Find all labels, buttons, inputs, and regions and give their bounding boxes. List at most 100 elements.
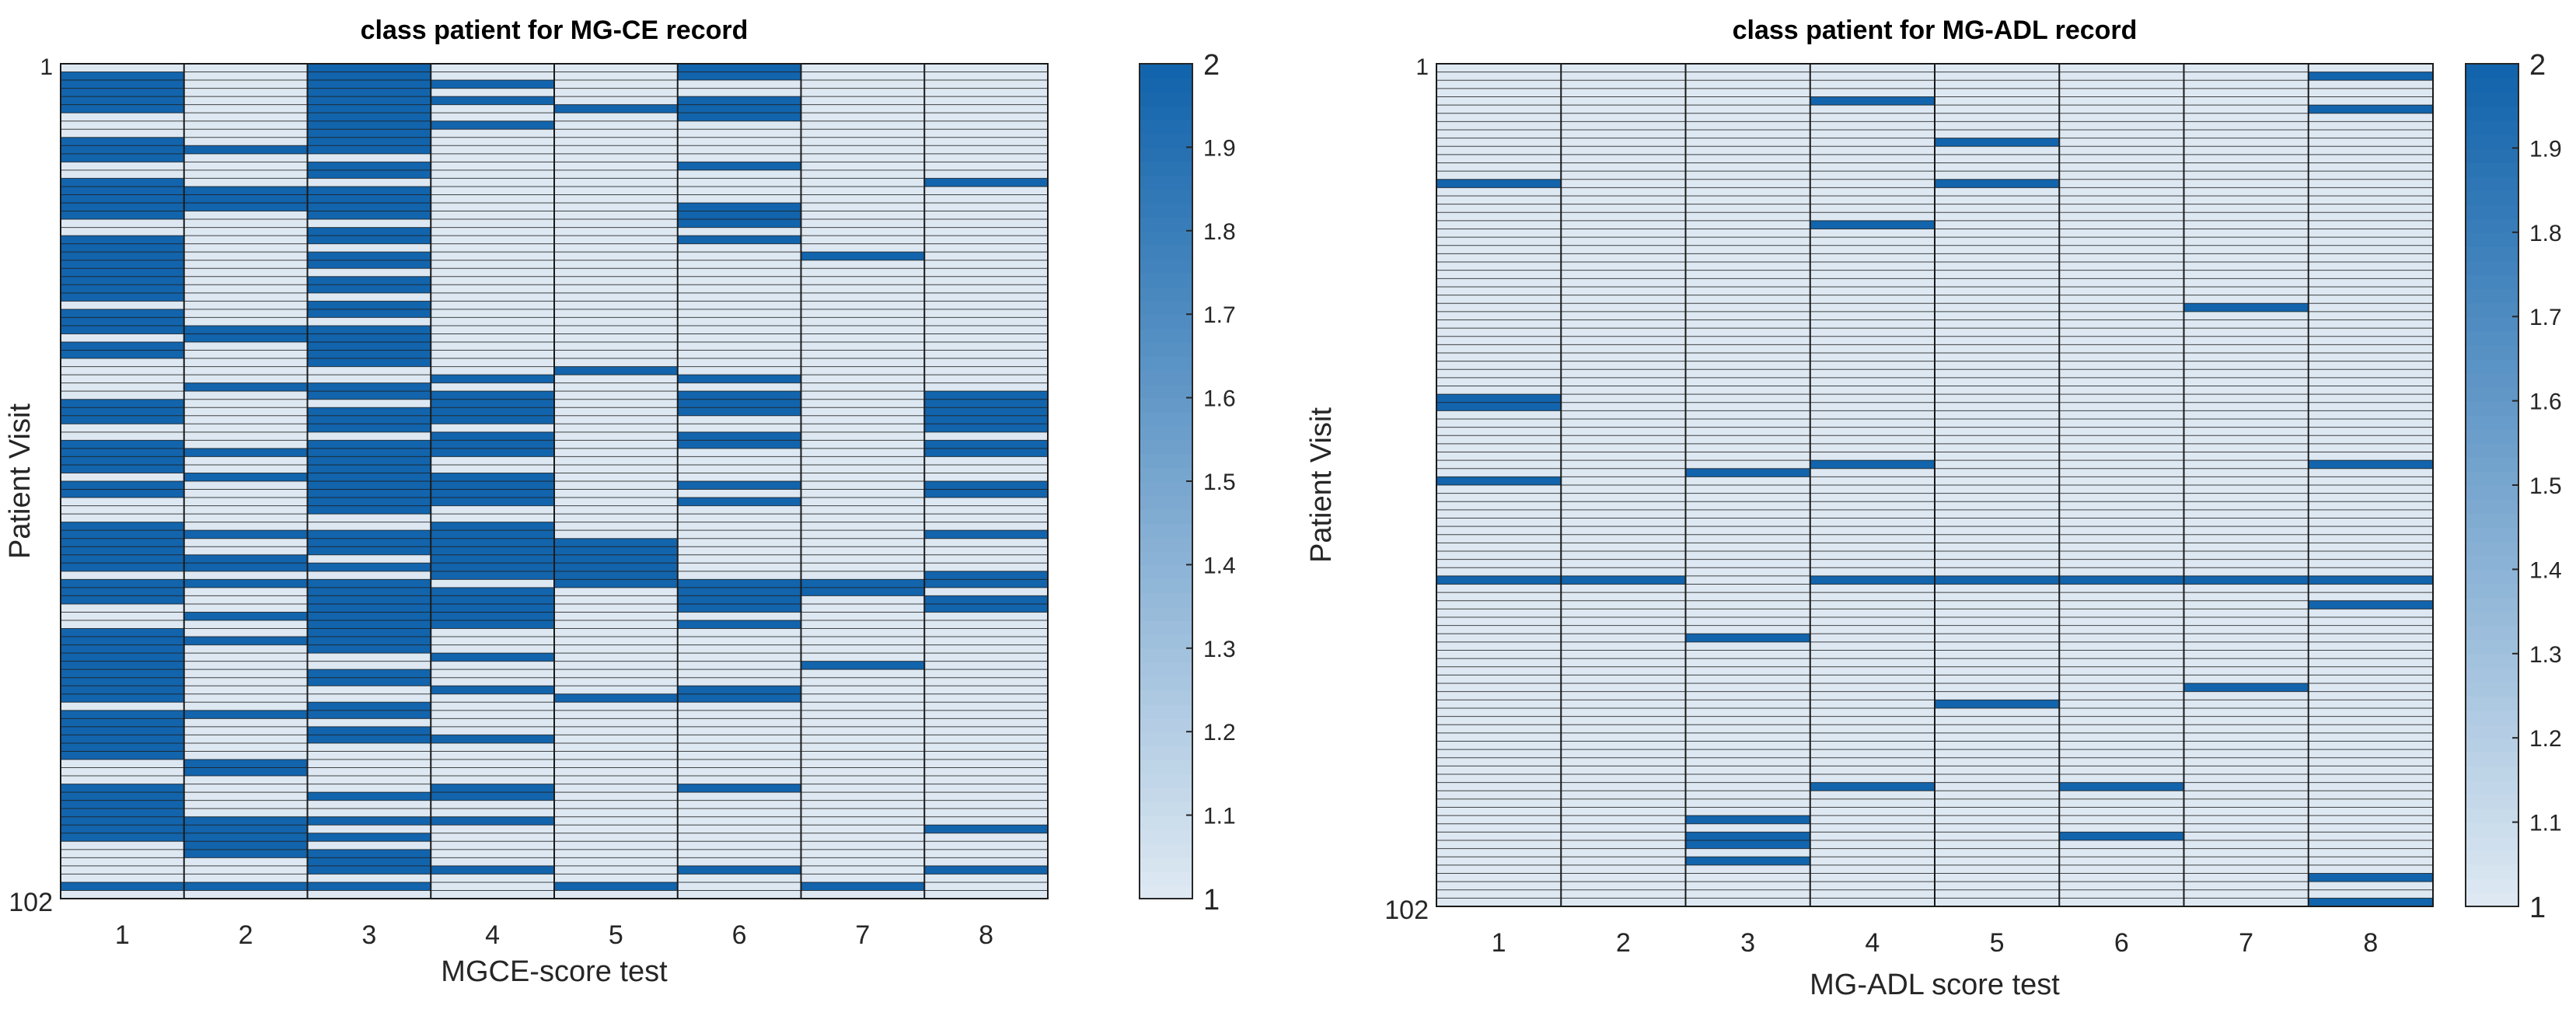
- heatmap-cell-col3-row33: [307, 325, 431, 334]
- colorbar-tick-label: 1.9: [2529, 136, 2562, 162]
- y-axis-label: Patient Visit: [4, 403, 37, 559]
- heatmap-cell-col2-row58: [183, 530, 308, 539]
- mgce-heatmap-panel: 1 2 3 4 5 6 7 8 1 102 class patient for MG-CE reco…: [4, 16, 1236, 988]
- colorbar-segment: [2466, 78, 2518, 93]
- x-tick-label: 3: [361, 920, 376, 950]
- colorbar-segment: [2466, 541, 2518, 557]
- x-tick-label: 4: [485, 920, 500, 950]
- heatmap-cell-col3-row2: [307, 72, 431, 81]
- colorbar-segment: [1140, 300, 1192, 316]
- heatmap-cell-col3-row14: [307, 169, 431, 179]
- colorbar-segment: [2466, 316, 2518, 332]
- heatmap-cell-col1-row60: [61, 546, 184, 555]
- colorbar-segment: [2466, 162, 2518, 177]
- heatmap-cell-col4-row67: [431, 603, 554, 613]
- heatmap-cell-col3-row27: [307, 276, 431, 285]
- heatmap-cell-col4-row93: [431, 816, 554, 826]
- heatmap-cell-col1-row82: [61, 726, 184, 735]
- heatmap-cell-col2-row86: [183, 759, 308, 768]
- heatmap-cell-col1-row101: [61, 882, 184, 891]
- heatmap-cell-col2-row51: [183, 473, 308, 481]
- heatmap-cell-col2-row68: [183, 612, 308, 620]
- heatmap-cell-col3-row71: [307, 637, 431, 645]
- heatmap-cell-col1-row32: [61, 317, 184, 326]
- heatmap-cell-col1-row2: [61, 72, 184, 81]
- heatmap-cell-col4-row51: [431, 473, 554, 481]
- heatmap-cell-col1-row83: [61, 735, 184, 743]
- colorbar-segment: [2466, 386, 2518, 402]
- heatmap-cell-col6-row99: [677, 865, 801, 875]
- colorbar-segment: [1140, 133, 1192, 148]
- colorbar-segment: [1140, 536, 1192, 552]
- colorbar-segment: [2466, 470, 2518, 486]
- heatmap-cell-col1-row4: [61, 88, 184, 97]
- colorbar-segment: [2466, 485, 2518, 501]
- heatmap-cell-col5-row78: [1935, 700, 2060, 708]
- heatmap-cell-col2-row16: [183, 186, 308, 195]
- heatmap-cell-col8-row49: [2308, 460, 2433, 469]
- heatmap-cell-col7-row76: [2183, 683, 2309, 692]
- heatmap-cell-col3-row98: [307, 857, 431, 866]
- heatmap-cell-col4-row60: [431, 546, 554, 555]
- colorbar-segment: [1140, 119, 1192, 134]
- x-tick-label: 8: [979, 920, 993, 950]
- heatmap-cell-col1-row42: [1436, 402, 1562, 411]
- heatmap-cell-col6-row7: [677, 113, 801, 121]
- heatmap-cell-col4-row90: [431, 792, 554, 801]
- colorbar-segment: [1140, 731, 1192, 747]
- colorbar-segment: [1140, 453, 1192, 469]
- heatmap-cell-col1-row63: [1436, 575, 1562, 585]
- colorbar-tick-label: 1.2: [1203, 720, 1236, 745]
- x-axis-label: MG-ADL score test: [1810, 969, 2060, 1001]
- colorbar-segment: [1140, 481, 1192, 496]
- heatmap-cell-col2-row62: [183, 563, 308, 571]
- colorbar-segment: [1140, 843, 1192, 858]
- heatmap-cell-col3-row40: [307, 382, 431, 392]
- heatmap-cell-col2-row64: [183, 579, 308, 588]
- x-tick-label: 5: [1990, 928, 2005, 958]
- heatmap-cell-col7-row63: [2183, 575, 2309, 585]
- heatmap-cell-col3-row70: [1685, 634, 1810, 642]
- heatmap-cell-col6-row69: [677, 620, 801, 629]
- colorbar-tick-label: 2: [2529, 49, 2546, 82]
- heatmap-cell-col1-row27: [61, 276, 184, 285]
- colorbar-segment: [1140, 787, 1192, 802]
- heatmap-cell-col8-row15: [924, 178, 1048, 187]
- colorbar-tick-label: 1.3: [2529, 642, 2562, 668]
- colorbar-segment: [1140, 815, 1192, 830]
- heatmap-cell-col3-row95: [307, 833, 431, 842]
- heatmap-cell-col3-row54: [307, 498, 431, 506]
- heatmap-cell-col6-row1: [677, 64, 801, 72]
- heatmap-cell-col1-row65: [61, 587, 184, 596]
- heatmap-cell-col3-row70: [307, 628, 431, 637]
- heatmap-cell-col1-row73: [61, 653, 184, 662]
- colorbar-segment: [2466, 864, 2518, 879]
- plot-frame: [60, 63, 1049, 899]
- colorbar-tick-label: 1.9: [1203, 135, 1236, 161]
- heatmap-cell-col8-row63: [924, 571, 1048, 580]
- colorbar-segment: [1140, 314, 1192, 330]
- colorbar-segment: [2466, 260, 2518, 275]
- heatmap-cell-col2-row61: [183, 554, 308, 564]
- heatmap-cell-col3-row101: [307, 882, 431, 891]
- heatmap-cell-col1-row57: [61, 522, 184, 531]
- heatmap-cell-col3-row4: [307, 88, 431, 97]
- heatmap-cell-col3-row76: [307, 677, 431, 686]
- heatmap-cell-col2-row95: [183, 833, 308, 842]
- heatmap-cell-col6-row66: [677, 595, 801, 604]
- colorbar-tick-label: 1.7: [1203, 302, 1236, 328]
- heatmap-cell-col3-row9: [307, 129, 431, 138]
- colorbar-segment: [2466, 836, 2518, 851]
- colorbar-segment: [2466, 724, 2518, 739]
- colorbar-segment: [1140, 759, 1192, 774]
- heatmap-cell-col1-row5: [61, 96, 184, 105]
- colorbar-segment: [2466, 752, 2518, 767]
- heatmap-cell-col2-row40: [183, 382, 308, 392]
- colorbar-segment: [1140, 550, 1192, 566]
- heatmap-cell-col4-row3: [431, 80, 554, 89]
- mgadl-heatmap-panel: 1 2 3 4 5 6 7 8 1 102 class patient for MG-ADL rec…: [1305, 16, 2562, 1001]
- heatmap-cell-col1-row91: [61, 800, 184, 809]
- heatmap-cell-col6-row89: [677, 784, 801, 793]
- colorbar-segment: [2466, 218, 2518, 233]
- heatmap-cell-col4-row46: [431, 431, 554, 441]
